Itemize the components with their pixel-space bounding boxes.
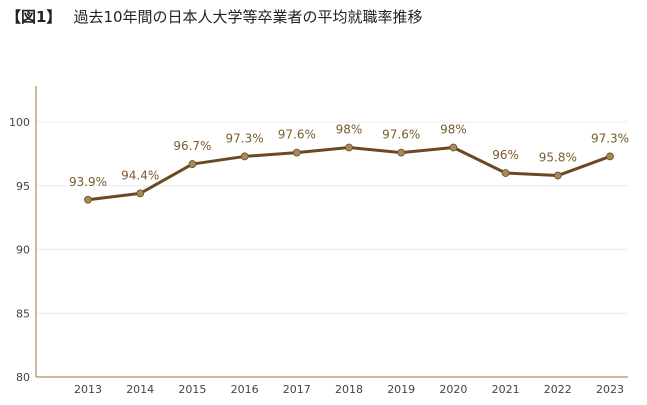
x-tick-2013: 2013: [74, 383, 102, 396]
x-tick-2020: 2020: [439, 383, 467, 396]
y-axis-ticks: 80 85 90 95 100: [9, 116, 30, 384]
figure-tag: 【図1】: [6, 8, 62, 26]
chart-title: 【図1】 過去10年間の日本人大学等卒業者の平均就職率推移: [6, 6, 423, 27]
data-label-2013: 93.9%: [69, 175, 107, 189]
gridlines: [36, 121, 628, 314]
data-points: [84, 143, 614, 204]
data-point-2014: [136, 189, 145, 198]
x-tick-2014: 2014: [126, 383, 154, 396]
x-tick-2016: 2016: [231, 383, 259, 396]
x-tick-2015: 2015: [178, 383, 206, 396]
x-tick-2023: 2023: [596, 383, 624, 396]
data-point-2022: [553, 171, 562, 180]
x-tick-2017: 2017: [283, 383, 311, 396]
y-tick-80: 80: [16, 371, 30, 384]
data-label-2023: 97.3%: [591, 131, 629, 145]
data-point-2023: [606, 152, 614, 161]
y-tick-85: 85: [16, 307, 30, 320]
data-label-2016: 97.3%: [226, 131, 264, 145]
data-point-2016: [240, 152, 249, 161]
data-label-2018: 98%: [336, 123, 363, 137]
y-tick-95: 95: [16, 180, 30, 193]
title-text: 過去10年間の日本人大学等卒業者の平均就職率推移: [73, 8, 423, 26]
data-label-2015: 96.7%: [173, 139, 211, 153]
data-label-2017: 97.6%: [278, 128, 316, 142]
y-tick-90: 90: [16, 244, 30, 257]
axes: [35, 86, 628, 378]
data-point-2020: [449, 143, 458, 152]
data-label-2020: 98%: [440, 123, 467, 137]
data-labels: 93.9% 94.4% 96.7% 97.3% 97.6% 98% 97.6% 98% 96% 9…: [69, 123, 629, 189]
x-tick-2022: 2022: [544, 383, 572, 396]
data-label-2022: 95.8%: [539, 151, 577, 165]
series-polyline: [86, 146, 612, 202]
x-axis-ticks: 2013 2014 2015 2016 2017 2018 2019 2020 2021 2022…: [74, 383, 624, 396]
data-point-2015: [188, 160, 197, 168]
data-point-2021: [501, 169, 510, 177]
data-point-2013: [84, 195, 92, 204]
data-point-2017: [292, 148, 301, 157]
data-point-2019: [397, 148, 406, 157]
data-label-2021: 96%: [492, 148, 519, 162]
data-label-2014: 94.4%: [121, 168, 159, 182]
x-tick-2018: 2018: [335, 383, 363, 396]
x-tick-2021: 2021: [492, 383, 520, 396]
data-point-2018: [345, 143, 353, 152]
y-tick-100: 100: [9, 116, 30, 129]
data-label-2019: 97.6%: [382, 128, 420, 142]
series-line: [86, 146, 612, 202]
x-tick-2019: 2019: [387, 383, 415, 396]
